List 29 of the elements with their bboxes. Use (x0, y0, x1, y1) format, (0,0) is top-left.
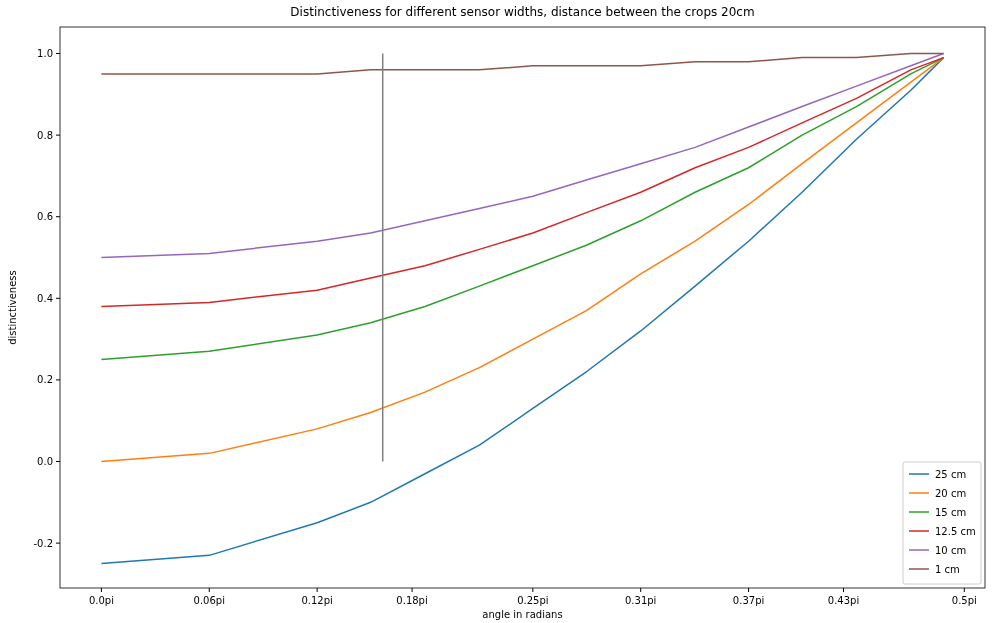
x-tick-label: 0.25pi (517, 595, 549, 606)
x-tick-label: 0.43pi (827, 595, 860, 606)
x-tick-label: 0.06pi (193, 595, 225, 606)
line-series (100, 56, 945, 463)
legend-label: 15 cm (935, 506, 967, 518)
legend-label: 1 cm (935, 563, 960, 575)
x-tick-label: 0.12pi (301, 595, 333, 606)
chart-title: Distinctiveness for different sensor widths, distance between the crops 20cm (290, 5, 755, 19)
y-tick-label: 1.0 (37, 48, 53, 60)
y-tick-label: 0.4 (37, 292, 53, 304)
legend-label: 12.5 cm (935, 525, 976, 537)
legend-label: 25 cm (935, 468, 967, 480)
legend-label: 10 cm (935, 544, 967, 556)
x-tick-label: 0.31pi (625, 595, 657, 606)
y-tick-label: 0.0 (37, 456, 53, 468)
x-tick-label: 0.37pi (732, 595, 765, 606)
x-tick-label: 0.5pi (951, 595, 977, 606)
x-tick-label: 0.0pi (88, 595, 114, 606)
y-tick-label: 0.2 (37, 374, 53, 386)
y-tick-label: 0.8 (37, 129, 53, 141)
line-series (100, 52, 945, 259)
legend-label: 20 cm (935, 487, 967, 499)
x-axis-title: angle in radians (482, 609, 563, 620)
y-tick-label: -0.2 (33, 537, 53, 549)
line-series (100, 52, 945, 75)
y-axis-title: distinctiveness (7, 270, 18, 345)
y-tick-label: 0.6 (37, 211, 53, 223)
line-series (100, 56, 945, 308)
x-tick-label: 0.18pi (396, 595, 428, 606)
